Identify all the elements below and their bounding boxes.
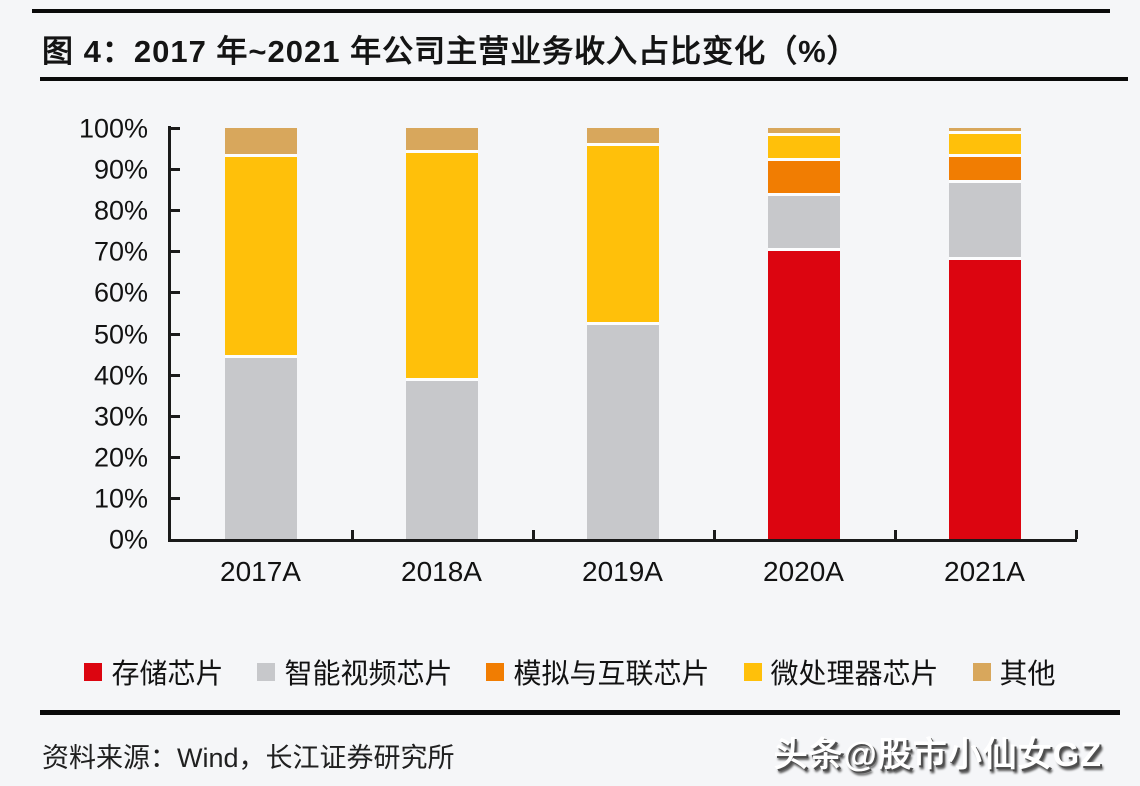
- y-tick-mark: [171, 455, 180, 459]
- x-tick-mark: [1075, 530, 1078, 539]
- y-tick-label: 40%: [93, 360, 148, 391]
- x-tick-label-2019A: 2019A: [582, 556, 663, 587]
- legend-marker-icon: [486, 663, 505, 681]
- legend-label: 模拟与互联芯片: [513, 658, 710, 689]
- bar-segment-存储芯片-2021A: [948, 259, 1021, 539]
- y-tick-mark: [171, 291, 180, 295]
- x-axis-line: [168, 539, 1077, 542]
- y-tick-mark: [171, 168, 180, 172]
- legend-item-其他: 其他: [972, 652, 1056, 692]
- bar-segment-智能视频芯片-2019A: [586, 325, 659, 539]
- bar-segment-智能视频芯片-2017A: [224, 358, 297, 539]
- legend-marker-icon: [743, 663, 762, 681]
- legend-label: 存储芯片: [111, 658, 224, 689]
- top-divider: [32, 9, 1110, 13]
- legend-marker-icon: [257, 663, 276, 681]
- bar-segment-存储芯片-2020A: [767, 251, 840, 539]
- x-tick-label-2018A: 2018A: [401, 556, 482, 587]
- legend-label: 智能视频芯片: [284, 658, 453, 689]
- x-tick-label-2021A: 2021A: [944, 556, 1025, 587]
- x-tick-mark: [351, 530, 354, 539]
- x-tick-mark: [532, 530, 535, 539]
- bar-segment-模拟与互联芯片-2020A: [767, 160, 840, 196]
- bar-segment-其他-2017A: [224, 128, 297, 157]
- watermark-text: 头条@股市小仙女GZ: [773, 736, 1102, 774]
- legend-marker-icon: [972, 663, 991, 681]
- legend-marker-icon: [84, 663, 103, 681]
- bar-segment-其他-2021A: [948, 128, 1021, 135]
- figure-title: 图 4：2017 年~2021 年公司主营业务收入占比变化（%）: [42, 34, 859, 69]
- y-tick-mark: [171, 250, 180, 254]
- x-tick-label-2017A: 2017A: [220, 556, 301, 587]
- y-tick-mark: [171, 332, 180, 336]
- bar-segment-模拟与互联芯片-2021A: [948, 156, 1021, 184]
- bar-segment-微处理器芯片-2017A: [224, 156, 297, 359]
- bar-segment-微处理器芯片-2019A: [586, 146, 659, 326]
- y-tick-label: 60%: [93, 277, 148, 308]
- bar-segment-其他-2020A: [767, 128, 840, 137]
- bar-segment-其他-2019A: [586, 128, 659, 147]
- bar-segment-微处理器芯片-2018A: [405, 152, 478, 381]
- bar-segment-其他-2018A: [405, 128, 478, 153]
- y-tick-label: 0%: [108, 524, 148, 555]
- y-tick-mark: [171, 127, 180, 130]
- data-source-text: 资料来源：Wind，长江证券研究所: [42, 743, 455, 773]
- legend-label: 其他: [999, 658, 1056, 689]
- x-tick-label-2020A: 2020A: [763, 556, 844, 587]
- bar-segment-智能视频芯片-2020A: [767, 195, 840, 252]
- bar-segment-智能视频芯片-2021A: [948, 183, 1021, 260]
- bar-segment-微处理器芯片-2021A: [948, 134, 1021, 157]
- y-tick-label: 80%: [93, 195, 148, 226]
- y-axis-line: [168, 126, 171, 542]
- y-tick-mark: [171, 496, 180, 500]
- x-tick-mark: [713, 530, 716, 539]
- y-tick-label: 100%: [78, 113, 148, 144]
- bar-segment-智能视频芯片-2018A: [405, 380, 478, 539]
- y-tick-mark: [171, 414, 180, 418]
- legend-item-存储芯片: 存储芯片: [84, 652, 223, 692]
- y-tick-label: 70%: [93, 236, 148, 267]
- legend-item-智能视频芯片: 智能视频芯片: [257, 652, 452, 692]
- x-tick-mark: [894, 530, 897, 539]
- y-tick-label: 10%: [93, 483, 148, 514]
- y-tick-mark: [171, 209, 180, 213]
- footer-divider: [40, 710, 1120, 715]
- y-tick-label: 90%: [93, 154, 148, 185]
- y-tick-label: 50%: [93, 319, 148, 349]
- legend-label: 微处理器芯片: [770, 658, 939, 689]
- bar-segment-微处理器芯片-2020A: [767, 136, 840, 161]
- title-divider: [40, 77, 1128, 81]
- legend-item-微处理器芯片: 微处理器芯片: [743, 652, 939, 692]
- legend-item-模拟与互联芯片: 模拟与互联芯片: [486, 652, 710, 692]
- y-tick-label: 30%: [93, 401, 148, 432]
- y-tick-mark: [171, 373, 180, 377]
- y-tick-label: 20%: [93, 442, 148, 473]
- chart-legend: 存储芯片 智能视频芯片 模拟与互联芯片 微处理器芯片 其他: [0, 652, 1140, 692]
